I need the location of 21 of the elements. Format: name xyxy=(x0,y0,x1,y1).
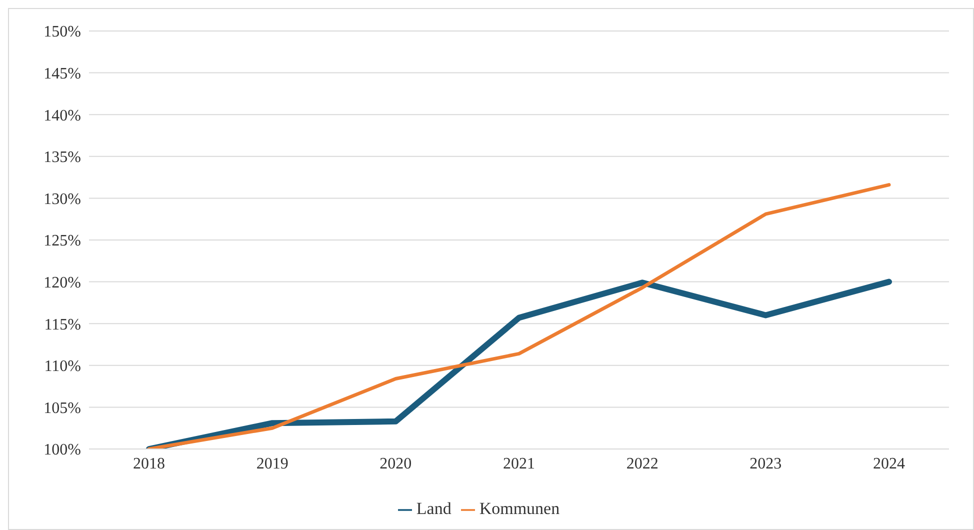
legend-label: Kommunen xyxy=(479,499,560,518)
y-tick-label: 100% xyxy=(44,442,81,459)
y-tick-label: 145% xyxy=(44,65,81,82)
x-tick-label: 2022 xyxy=(626,455,658,472)
x-tick-label: 2021 xyxy=(503,455,535,472)
y-tick-label: 105% xyxy=(44,400,81,417)
line-series xyxy=(147,183,891,449)
y-tick-label: 140% xyxy=(44,107,81,124)
x-tick-label: 2018 xyxy=(133,455,165,472)
y-tick-label: 150% xyxy=(44,24,81,41)
x-tick-label: 2020 xyxy=(380,455,412,472)
x-tick-label: 2024 xyxy=(873,455,905,472)
y-tick-label: 120% xyxy=(44,274,81,292)
x-tick-label: 2023 xyxy=(750,455,782,472)
x-tick-label: 2019 xyxy=(256,455,288,472)
y-tick-label: 125% xyxy=(44,232,81,250)
y-tick-label: 115% xyxy=(44,316,81,334)
y-tick-label: 110% xyxy=(44,358,81,376)
legend-label: Land xyxy=(416,499,452,518)
y-tick-label: 130% xyxy=(44,190,81,208)
y-tick-label: 135% xyxy=(44,149,81,166)
